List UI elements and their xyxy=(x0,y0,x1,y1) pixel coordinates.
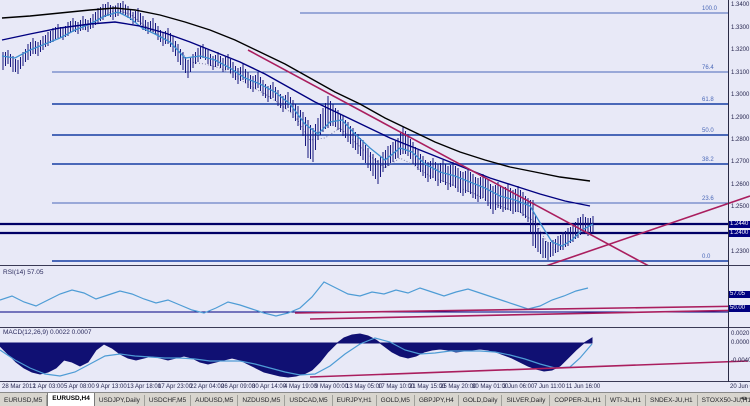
time-axis-label: 3 Jun 06:00 xyxy=(503,384,535,390)
macd-axis-label: 0.0000 xyxy=(731,340,750,346)
tab-scroll-left-icon[interactable]: ◂ xyxy=(739,395,745,402)
time-axis-label: 1 Apr 03:00 xyxy=(33,384,64,390)
macd-axis-label: -0.0040 xyxy=(731,358,750,364)
panel-separator[interactable] xyxy=(0,265,750,266)
macd-label: MACD(12,26,9) 0.0022 0.0007 xyxy=(3,329,92,336)
chart-tab-usdchf-m5[interactable]: USDCHF,M5 xyxy=(144,395,192,406)
price-axis-label: 1.3100 xyxy=(731,70,750,76)
fib-level-label: 50.0 xyxy=(702,128,714,134)
rsi-value-box: 57.05 xyxy=(729,291,750,298)
chart-frame-bottom xyxy=(0,381,750,382)
macd-signal-line xyxy=(0,337,593,377)
panel-separator[interactable] xyxy=(0,327,750,328)
fib-level-label: 100.0 xyxy=(702,6,718,12)
price-marker-box: 1.2400 xyxy=(729,230,750,237)
slow-ma-line xyxy=(1,7,591,182)
price-axis-separator xyxy=(728,0,729,382)
time-axis-label: 28 Mar 2012 xyxy=(2,384,36,390)
price-axis-label: 1.2500 xyxy=(731,204,750,210)
chart-tab-eurjpy-h1[interactable]: EURJPY,H1 xyxy=(332,395,377,406)
fib-level-label: 76.4 xyxy=(702,65,714,71)
time-axis-label: 25 May 20:00 xyxy=(440,384,477,390)
rsi-trendline xyxy=(294,305,750,314)
price-axis-label: 1.2900 xyxy=(731,115,750,121)
chart-tab-eurusd-h4[interactable]: EURUSD,H4 xyxy=(47,393,95,406)
macd-axis-label: 0.0020 xyxy=(731,331,750,337)
chart-tab-audusd-m5[interactable]: AUDUSD,M5 xyxy=(191,395,239,406)
rsi-line xyxy=(0,281,589,317)
time-axis-label: 30 May 01:00 xyxy=(472,384,509,390)
price-chart-canvas[interactable] xyxy=(0,0,750,265)
time-axis-label: 9 May 00:00 xyxy=(315,384,349,390)
fib-level-label: 61.8 xyxy=(702,97,714,103)
price-axis-label: 1.3400 xyxy=(731,2,750,8)
time-axis-label: 4 May 19:00 xyxy=(284,384,318,390)
trendline xyxy=(247,49,649,265)
chart-tab-sndex-ju-h1[interactable]: SNDEX-JU,H1 xyxy=(646,395,698,406)
chart-tab-silver-daily[interactable]: SILVER,Daily xyxy=(502,395,551,406)
time-axis-label: 7 Jun 11:00 xyxy=(534,384,565,390)
trendline xyxy=(546,195,750,265)
rsi-canvas[interactable] xyxy=(0,266,750,327)
main-price-chart[interactable]: 100.0 76.4 61.8 50.0 38.2 23.6 0.0 xyxy=(0,0,750,265)
chart-tab-nzdusd-m5[interactable]: NZDUSD,M5 xyxy=(238,395,286,406)
time-axis-label: 9 Apr 13:00 xyxy=(96,384,127,390)
fib-level-label: 23.6 xyxy=(702,196,714,202)
price-axis-label: 1.3300 xyxy=(731,25,750,31)
chart-tab-eurusd-m5[interactable]: EURUSD,M5 xyxy=(0,395,48,406)
time-axis-label: 26 Apr 09:00 xyxy=(221,384,256,390)
rsi-value-box: 50.00 xyxy=(729,305,750,312)
time-axis-label: 11 Jun 16:00 xyxy=(566,384,601,390)
chart-tab-gold-m5[interactable]: GOLD,M5 xyxy=(376,395,415,406)
chart-tab-stoxx50-ju-h1[interactable]: STOXX50-JU,H1 xyxy=(697,395,750,406)
rsi-trendline xyxy=(309,309,750,320)
chart-tab-wti-jl-h1[interactable]: WTI-JL,H1 xyxy=(605,395,647,406)
tab-scroll-arrows[interactable]: ◂▸ xyxy=(740,394,749,402)
price-axis-label: 1.2300 xyxy=(731,249,750,255)
rsi-indicator-window[interactable]: RSI(14) 57.05 xyxy=(0,266,750,327)
time-axis-label: 20 Jun 04:00 xyxy=(730,384,750,390)
fib-level-label: 0.0 xyxy=(702,254,711,260)
price-axis-label: 1.3200 xyxy=(731,47,750,53)
rsi-label: RSI(14) 57.05 xyxy=(3,269,44,276)
time-axis[interactable]: 28 Mar 2012 1 Apr 03:00 5 Apr 08:00 9 Apr 1… xyxy=(0,382,750,392)
time-axis-label: 21 May 15:00 xyxy=(409,384,446,390)
time-axis-label: 17 May 10:00 xyxy=(378,384,415,390)
chart-tab-usdjpy-daily[interactable]: USDJPY,Daily xyxy=(94,395,145,406)
price-axis-label: 1.2800 xyxy=(731,137,750,143)
chart-tab-usdcad-m5[interactable]: USDCAD,M5 xyxy=(285,395,333,406)
time-axis-label: 13 May 05:00 xyxy=(346,384,383,390)
time-axis-label: 22 Apr 04:00 xyxy=(190,384,225,390)
macd-canvas[interactable] xyxy=(0,328,750,381)
time-axis-label: 13 Apr 18:00 xyxy=(127,384,162,390)
chart-tab-copper-jl-h1[interactable]: COPPER-JL,H1 xyxy=(550,395,606,406)
fast-ma-line xyxy=(1,11,594,247)
chart-tab-gbpjpy-h4[interactable]: GBPJPY,H4 xyxy=(414,395,459,406)
medium-ma-line xyxy=(1,21,591,207)
time-axis-label: 30 Apr 14:00 xyxy=(252,384,287,390)
price-axis-label: 1.2600 xyxy=(731,182,750,188)
macd-indicator-window[interactable]: MACD(12,26,9) 0.0022 0.0007 xyxy=(0,328,750,381)
price-marker-box: 1.2440 xyxy=(729,221,750,228)
price-axis-label: 1.2700 xyxy=(731,159,750,165)
time-axis-label: 17 Apr 23:00 xyxy=(158,384,193,390)
macd-trendline xyxy=(309,360,749,378)
chart-tab-bar: EURUSD,M5 EURUSD,H4 USDJPY,Daily USDCHF,M5 A… xyxy=(0,392,750,406)
time-axis-label: 5 Apr 08:00 xyxy=(64,384,95,390)
tab-scroll-right-icon[interactable]: ▸ xyxy=(744,395,749,402)
chart-tab-gold-daily[interactable]: GOLD,Daily xyxy=(458,395,503,406)
price-axis-label: 1.3000 xyxy=(731,92,750,98)
fib-level-label: 38.2 xyxy=(702,157,714,163)
